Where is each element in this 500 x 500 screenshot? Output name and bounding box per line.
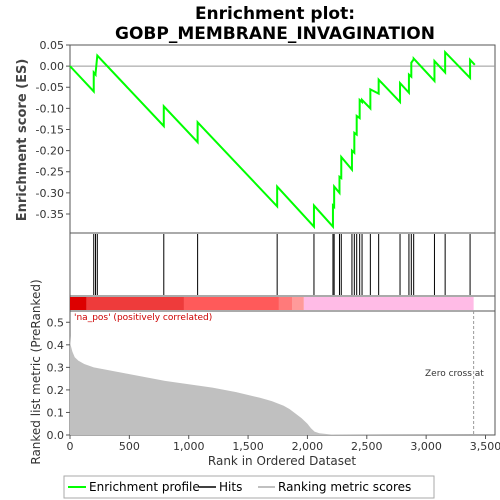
metric-xtick-label: 3,000 <box>410 440 442 453</box>
chart-title-line2: GOBP_MEMBRANE_INVAGINATION <box>115 24 435 44</box>
es-ytick-label: -0.35 <box>36 208 64 221</box>
hits-panel-frame <box>69 232 496 297</box>
legend: Enrichment profile Hits Ranking metric s… <box>63 475 435 499</box>
color-bar-segment <box>303 297 474 310</box>
es-panel: 0.05 0.00 -0.05 -0.10 -0.15 -0.20 -0.25 -0.30 -0… <box>15 39 496 234</box>
es-ytick-label: -0.25 <box>36 166 64 179</box>
hits-panel <box>69 232 496 297</box>
zero-cross-label: Zero cross at <box>425 369 484 379</box>
color-bar-segment <box>291 297 304 310</box>
color-bar-segment <box>70 297 87 310</box>
color-bar-segment <box>278 297 292 310</box>
es-ytick-label: -0.15 <box>36 123 64 136</box>
legend-frame <box>63 475 435 499</box>
metric-xtick-label: 3,500 <box>470 440 500 453</box>
es-panel-frame <box>69 44 496 234</box>
metric-panel: 0.0 0.1 0.2 0.3 0.4 0.5 0 500 1,000 1,500 2,000 2,… <box>29 279 500 468</box>
es-ytick-label: 0.00 <box>40 60 65 73</box>
metric-ytick-label: 0.4 <box>47 339 65 352</box>
metric-xlabel: Rank in Ordered Dataset <box>208 454 356 468</box>
metric-xtick-label: 1,500 <box>232 440 264 453</box>
legend-label-metric: Ranking metric scores <box>278 480 411 494</box>
metric-ytick-label: 0.1 <box>47 406 65 419</box>
es-ytick-label: -0.10 <box>36 102 64 115</box>
metric-xtick-label: 1,000 <box>173 440 205 453</box>
metric-ytick-label: 0.5 <box>47 316 65 329</box>
es-ytick-label: -0.05 <box>36 81 64 94</box>
metric-ytick-label: 0.3 <box>47 361 65 374</box>
es-ytick-label: 0.05 <box>40 39 65 52</box>
metric-ylabel: Ranked list metric (PreRanked) <box>29 279 43 464</box>
es-ylabel: Enrichment score (ES) <box>15 59 30 222</box>
metric-xtick-label: 2,000 <box>292 440 324 453</box>
metric-xtick-label: 0 <box>67 440 74 453</box>
chart-title-line1: Enrichment plot: <box>195 4 355 24</box>
enrichment-profile-line <box>69 49 476 230</box>
metric-xtick-label: 500 <box>119 440 140 453</box>
metric-ytick-label: 0.0 <box>47 429 65 442</box>
rank-color-bar <box>69 295 496 312</box>
na-pos-annotation: 'na_pos' (positively correlated) <box>74 313 212 323</box>
color-bar-segment <box>86 297 184 310</box>
es-ytick-label: -0.30 <box>36 187 64 200</box>
metric-xtick-label: 2,500 <box>351 440 383 453</box>
color-bar-segment <box>183 297 279 310</box>
es-ytick-label: -0.20 <box>36 145 64 158</box>
metric-ytick-label: 0.2 <box>47 384 65 397</box>
legend-label-hits: Hits <box>219 480 242 494</box>
legend-label-enrichment: Enrichment profile <box>89 480 200 494</box>
ranking-metric-area <box>70 335 474 435</box>
